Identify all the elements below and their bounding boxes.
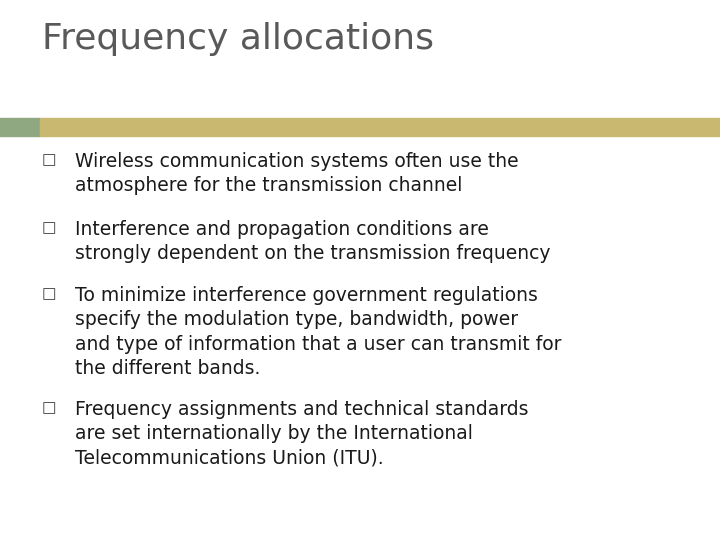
Bar: [40, 118, 720, 136]
Text: To minimize interference government regulations
specify the modulation type, ban: To minimize interference government regu…: [75, 286, 562, 378]
Text: □: □: [42, 286, 56, 301]
Text: □: □: [42, 152, 56, 167]
Text: Interference and propagation conditions are
strongly dependent on the transmissi: Interference and propagation conditions …: [75, 220, 551, 263]
Text: □: □: [42, 400, 56, 415]
Text: Frequency assignments and technical standards
are set internationally by the Int: Frequency assignments and technical stan…: [75, 400, 528, 468]
Text: Frequency allocations: Frequency allocations: [42, 22, 434, 56]
Bar: [0, 118, 40, 136]
Text: □: □: [42, 220, 56, 235]
Text: Wireless communication systems often use the
atmosphere for the transmission cha: Wireless communication systems often use…: [75, 152, 518, 195]
